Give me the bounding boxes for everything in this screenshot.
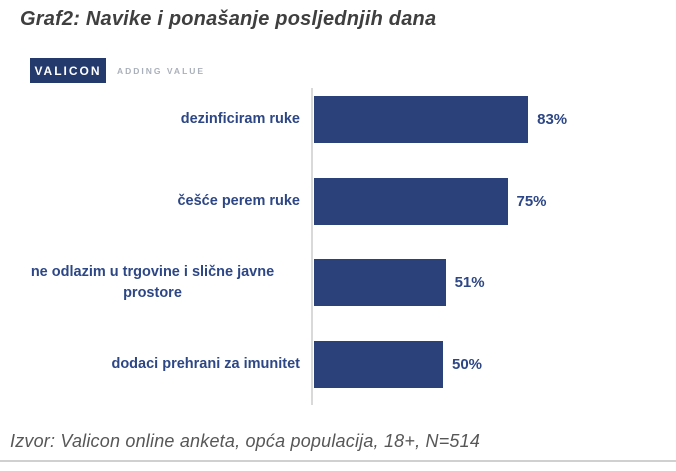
chart-title: Graf2: Navike i ponašanje posljednjih da…	[20, 8, 437, 30]
bar-rows: dezinficiram ruke 83% češće perem ruke 75% n…	[0, 79, 660, 405]
bar	[314, 177, 508, 225]
valicon-logo-tagline: ADDING VALUE	[117, 65, 206, 76]
bar	[314, 96, 529, 144]
bar-area: 83%	[314, 96, 660, 144]
category-label: dezinficiram ruke	[0, 109, 311, 130]
category-label: češće perem ruke	[0, 191, 311, 212]
value-label: 83%	[537, 111, 568, 129]
bar-row: ne odlazim u trgovine i slične javne pro…	[0, 242, 660, 324]
category-label-text: dodaci prehrani za imunitet	[111, 355, 300, 372]
bar	[314, 259, 446, 307]
bar-area: 75%	[314, 177, 660, 225]
source-note: Izvor: Valicon online anketa, opća popul…	[10, 431, 481, 451]
value-label: 75%	[516, 192, 547, 210]
bar-row: češće perem ruke 75%	[0, 161, 660, 243]
category-axis-line	[311, 88, 313, 405]
category-label-text: češće perem ruke	[177, 192, 300, 209]
valicon-logo-box: VALICON	[30, 58, 106, 83]
bar	[314, 340, 443, 388]
category-label: ne odlazim u trgovine i slične javne pro…	[0, 262, 311, 304]
value-label: 51%	[454, 274, 485, 292]
category-label-text: dezinficiram ruke	[180, 111, 300, 128]
bar-area: 51%	[314, 259, 660, 307]
category-label: dodaci prehrani za imunitet	[0, 354, 311, 375]
bar-area: 50%	[314, 340, 660, 388]
category-label-text: ne odlazim u trgovine i slične javne pro…	[30, 263, 275, 301]
bottom-divider	[0, 460, 676, 462]
value-label: 50%	[452, 355, 483, 373]
bar-chart: dezinficiram ruke 83% češće perem ruke 75% n…	[0, 79, 660, 405]
bar-row: dodaci prehrani za imunitet 50%	[0, 324, 660, 406]
valicon-logo: VALICON ADDING VALUE	[30, 58, 205, 83]
bar-row: dezinficiram ruke 83%	[0, 79, 660, 161]
valicon-logo-text: VALICON	[34, 63, 102, 78]
